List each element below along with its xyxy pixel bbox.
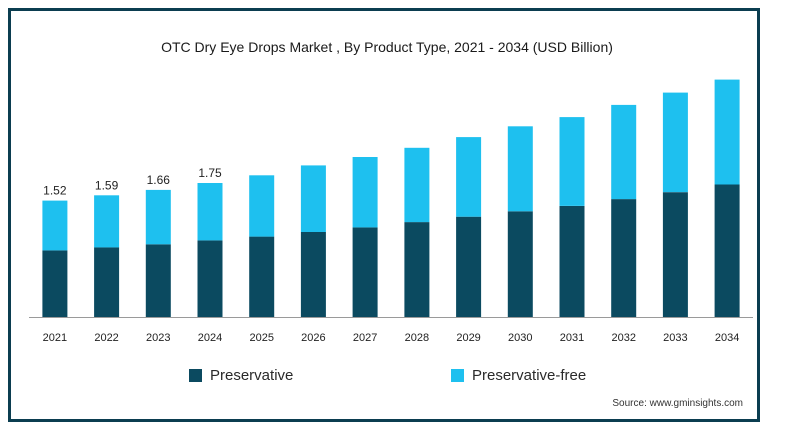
x-tick-label-2030: 2030 xyxy=(508,332,532,344)
bar-preservative-2029 xyxy=(456,216,482,317)
bar-preservative-free-2033 xyxy=(662,92,688,193)
data-label-2024: 1.75 xyxy=(198,166,222,180)
bar-preservative-free-2029 xyxy=(456,137,482,217)
x-tick-label-2031: 2031 xyxy=(560,332,584,344)
x-tick-label-2034: 2034 xyxy=(715,332,739,344)
bar-preservative-2034 xyxy=(714,184,740,317)
legend-label-preservative-free: Preservative-free xyxy=(472,367,587,384)
bar-preservative-free-2023 xyxy=(145,189,171,245)
x-tick-label-2032: 2032 xyxy=(611,332,635,344)
legend-swatch-preservative xyxy=(189,369,202,382)
x-tick-label-2027: 2027 xyxy=(353,332,377,344)
source-note: Source: www.gminsights.com xyxy=(612,398,743,409)
x-tick-label-2028: 2028 xyxy=(405,332,429,344)
legend-swatch-preservative-free xyxy=(451,369,464,382)
x-tick-label-2024: 2024 xyxy=(198,332,222,344)
bar-preservative-2025 xyxy=(249,236,275,317)
legend-label-preservative: Preservative xyxy=(210,367,294,384)
bar-preservative-free-2027 xyxy=(352,157,378,228)
legend-item-preservative-free: Preservative-free xyxy=(451,367,586,384)
bar-preservative-2030 xyxy=(507,211,533,317)
bar-chart: 1.52 2021 1.59 2022 1.66 2023 1.75 2024 2025 2026… xyxy=(29,79,753,344)
bar-preservative-free-2034 xyxy=(714,79,740,185)
bar-preservative-free-2026 xyxy=(300,165,326,232)
x-tick-label-2023: 2023 xyxy=(146,332,170,344)
bar-preservative-free-2024 xyxy=(197,183,223,241)
bar-preservative-2033 xyxy=(662,192,688,317)
bar-preservative-2023 xyxy=(145,244,171,317)
bar-preservative-free-2030 xyxy=(507,126,533,212)
bar-preservative-free-2031 xyxy=(559,117,585,206)
x-tick-label-2021: 2021 xyxy=(43,332,67,344)
legend: Preservative Preservative-free xyxy=(11,367,763,391)
bar-preservative-free-2028 xyxy=(404,147,430,223)
bar-preservative-free-2021 xyxy=(42,200,68,251)
bar-preservative-2028 xyxy=(404,222,430,317)
chart-frame: OTC Dry Eye Drops Market , By Product Ty… xyxy=(8,8,760,422)
bar-preservative-2024 xyxy=(197,240,223,317)
chart-title: OTC Dry Eye Drops Market , By Product Ty… xyxy=(161,39,613,55)
data-label-2021: 1.52 xyxy=(43,184,67,198)
x-tick-label-2033: 2033 xyxy=(663,332,687,344)
legend-item-preservative: Preservative xyxy=(189,367,293,384)
x-tick-label-2025: 2025 xyxy=(249,332,273,344)
bar-preservative-2021 xyxy=(42,250,68,317)
x-tick-label-2026: 2026 xyxy=(301,332,325,344)
bar-preservative-free-2025 xyxy=(249,175,275,237)
bar-preservative-2031 xyxy=(559,206,585,317)
bar-preservative-2022 xyxy=(94,247,120,317)
x-tick-label-2029: 2029 xyxy=(456,332,480,344)
bar-preservative-2032 xyxy=(611,199,637,317)
x-tick-label-2022: 2022 xyxy=(94,332,118,344)
bar-preservative-free-2022 xyxy=(94,195,120,248)
bar-preservative-free-2032 xyxy=(611,104,637,200)
data-label-2022: 1.59 xyxy=(95,178,119,192)
bar-preservative-2027 xyxy=(352,227,378,317)
data-label-2023: 1.66 xyxy=(147,173,171,187)
bar-preservative-2026 xyxy=(300,232,326,317)
